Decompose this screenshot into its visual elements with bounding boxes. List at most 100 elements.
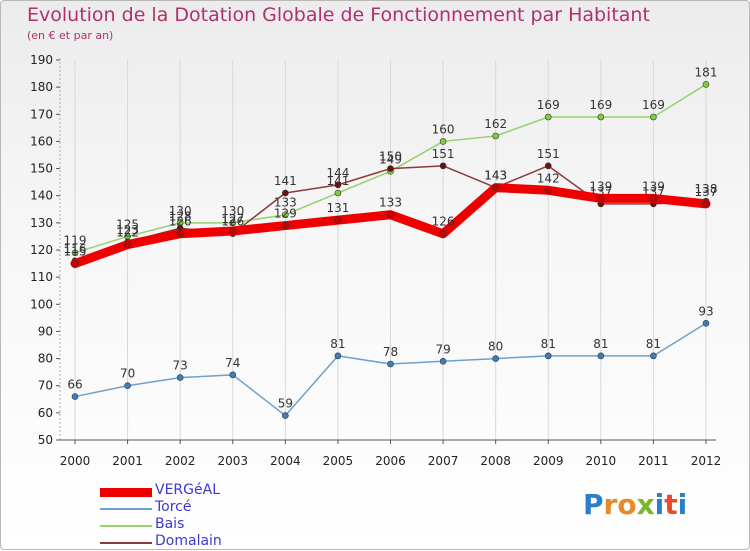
data-label-verg-al: 137 [695,185,718,199]
data-label-torc-: 81 [330,337,345,351]
data-label-torc-: 73 [173,359,188,373]
data-point-domalain [439,162,447,170]
y-tick-label: 110 [30,270,53,284]
y-tick-label: 190 [30,53,53,67]
data-label-bais: 130 [221,204,244,218]
data-point-bais [334,189,342,197]
x-tick-label: 2010 [586,454,617,468]
data-label-bais: 119 [64,234,87,248]
data-label-domalain: 144 [326,166,349,180]
data-label-torc-: 93 [698,304,713,318]
data-point-domalain [334,181,342,189]
data-point-domalain [544,162,552,170]
y-tick-label: 120 [30,243,53,257]
data-label-torc-: 59 [278,397,293,411]
data-label-bais: 169 [642,98,665,112]
data-point-torc- [492,355,499,362]
data-point-verg-al [176,229,184,238]
logo-letter: i [677,488,688,521]
x-tick-label: 2012 [691,454,722,468]
data-label-torc-: 70 [120,367,135,381]
data-label-bais: 133 [274,196,297,210]
data-point-verg-al [123,240,132,249]
logo-letter: o [617,488,637,521]
data-point-verg-al [544,186,553,195]
data-label-verg-al: 129 [274,207,297,221]
data-point-verg-al [386,210,395,219]
data-label-domalain: 126 [221,215,244,229]
data-point-verg-al [281,221,290,230]
legend-label: VERGéAL [155,482,220,498]
data-point-verg-al [649,194,658,203]
data-point-verg-al [71,259,79,268]
data-point-torc- [334,352,342,360]
y-tick-label: 90 [38,324,53,338]
data-point-torc- [387,360,394,368]
data-point-bais [229,219,237,227]
x-tick-label: 2008 [480,454,511,468]
data-point-bais [597,113,605,121]
x-tick-label: 2003 [217,454,248,468]
data-label-verg-al: 127 [221,212,244,226]
legend-swatch [100,525,152,527]
data-point-bais [702,81,710,88]
data-point-torc- [702,319,710,327]
data-label-verg-al: 139 [589,179,612,193]
data-label-torc-: 66 [67,378,82,392]
data-label-verg-al: 131 [326,201,349,215]
data-label-bais: 181 [695,65,718,79]
data-point-torc- [176,374,184,381]
data-label-torc-: 78 [383,345,398,359]
data-label-torc-: 81 [646,337,661,351]
data-point-bais [71,249,79,257]
x-tick-label: 2000 [60,454,91,468]
legend-swatch [100,508,152,510]
data-label-bais: 125 [116,217,139,231]
data-point-domalain [387,165,394,172]
y-tick-label: 60 [38,406,53,420]
x-tick-label: 2006 [375,454,406,468]
y-tick-label: 130 [30,216,53,230]
data-point-verg-al [491,183,500,192]
data-label-verg-al: 143 [484,169,507,183]
logo-letter: t [664,488,678,521]
data-point-torc- [544,352,552,360]
y-tick-label: 160 [30,134,53,148]
data-point-bais [439,138,447,145]
data-label-verg-al: 126 [432,215,455,229]
x-tick-label: 2004 [270,454,301,468]
data-label-domalain: 123 [116,223,139,237]
data-label-verg-al: 133 [379,196,402,210]
data-label-verg-al: 115 [64,245,87,259]
data-label-torc-: 80 [488,340,503,354]
data-label-bais: 162 [484,117,507,131]
y-tick-label: 80 [38,352,53,366]
data-label-torc-: 79 [435,342,450,356]
data-label-bais: 169 [589,98,612,112]
data-label-domalain: 128 [169,209,192,223]
logo-letter: x [636,488,655,521]
y-tick-label: 50 [38,433,53,447]
data-label-domalain: 116 [64,242,87,256]
data-label-bais: 130 [169,204,192,218]
chart-title: Evolution de la Dotation Globale de Fonc… [27,4,650,26]
data-label-domalain: 151 [432,147,455,161]
data-point-verg-al [334,216,342,224]
x-tick-label: 2011 [638,454,669,468]
chart-subtitle: (en € et par an) [27,29,114,42]
legend-label: Bais [155,516,185,532]
data-point-torc- [650,352,657,360]
x-tick-label: 2009 [533,454,564,468]
legend-label: Torcé [155,499,192,515]
data-point-domalain [282,189,289,197]
logo-letter: i [654,488,665,521]
data-label-domalain: 141 [274,174,297,188]
data-label-domalain: 143 [484,169,507,183]
y-tick-label: 70 [38,379,53,393]
data-label-bais: 141 [326,174,349,188]
data-label-domalain: 138 [695,182,718,196]
data-point-verg-al [228,227,237,235]
data-label-torc-: 81 [593,337,608,351]
data-point-bais [544,113,552,121]
